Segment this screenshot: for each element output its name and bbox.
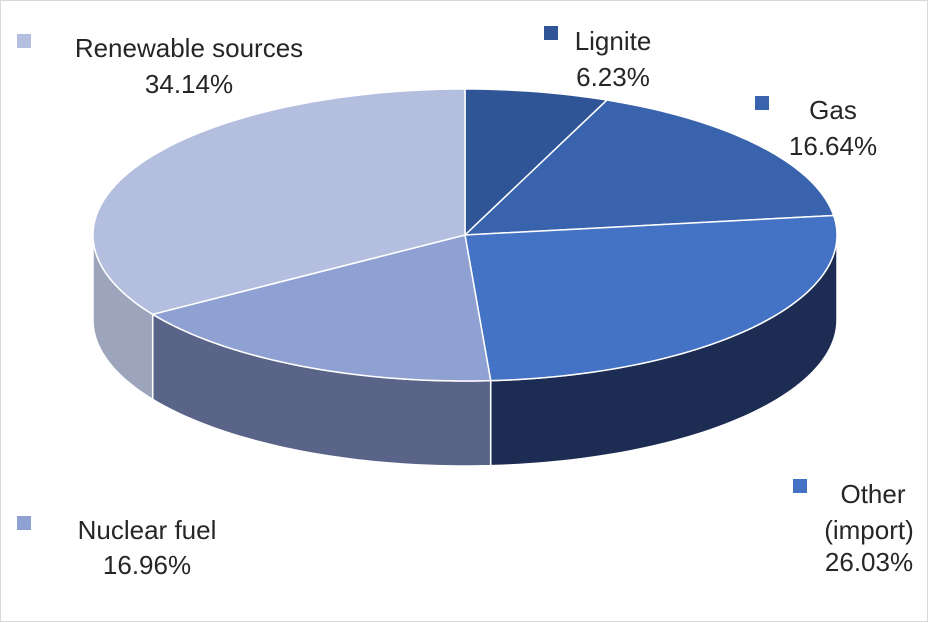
data-label-1-1: 16.64% — [789, 131, 877, 161]
pie-slice-gas — [463, 99, 835, 236]
data-label-2-2: 26.03% — [825, 547, 913, 577]
pie-slice-other-import — [464, 214, 838, 382]
data-label-1-0: Gas — [809, 95, 857, 125]
pie-slice-nuclear-fuel — [150, 234, 492, 382]
data-labels: Lignite 6.23% Gas 16.64% Other (import)26.03%… — [17, 26, 914, 580]
data-label-0-1: 6.23% — [576, 62, 650, 92]
data-label-2-0: Other — [840, 479, 905, 509]
data-label-4-0: Renewable sources — [75, 33, 303, 63]
legend-marker-2 — [793, 479, 807, 493]
data-label-4-1: 34.14% — [145, 69, 233, 99]
data-label-2-1: (import) — [824, 515, 914, 545]
data-label-3-1: 16.96% — [103, 550, 191, 580]
pie-slice-lignite — [464, 88, 609, 237]
legend-marker-4 — [17, 34, 31, 48]
data-label-3-0: Nuclear fuel — [78, 515, 217, 545]
legend-marker-1 — [755, 96, 769, 110]
data-label-0-0: Lignite — [575, 26, 652, 56]
pie-slices — [92, 88, 838, 382]
pie-slice-renewable-sources — [92, 88, 466, 316]
legend-marker-3 — [17, 516, 31, 530]
legend-marker-0 — [544, 26, 558, 40]
